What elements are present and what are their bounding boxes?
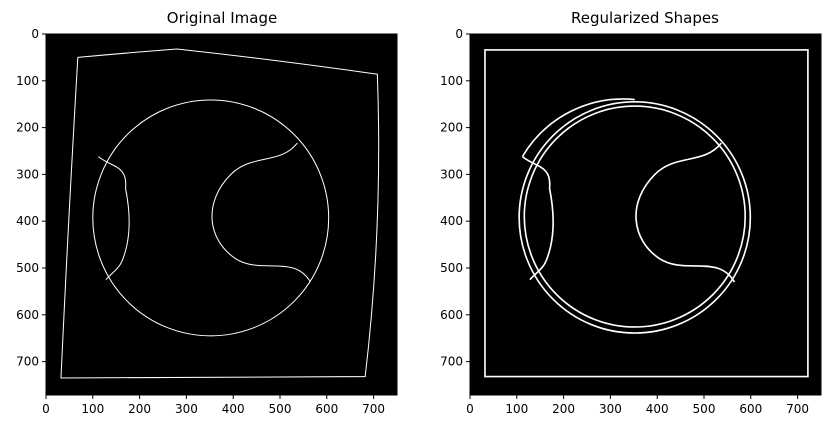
original-shapes xyxy=(60,48,380,379)
x-tick-label: 200 xyxy=(552,402,575,416)
x-tick-label: 400 xyxy=(222,402,245,416)
x-tick-label: 600 xyxy=(739,402,762,416)
x-tick-label: 100 xyxy=(81,402,104,416)
image-area xyxy=(470,34,821,395)
left-arc xyxy=(521,98,635,158)
left-lobe xyxy=(521,155,555,281)
y-tick-label: 300 xyxy=(440,167,463,181)
y-tick-label: 600 xyxy=(440,308,463,322)
panel-title: Original Image xyxy=(167,9,277,27)
y-tick-label: 200 xyxy=(16,121,39,135)
x-axis: 0 100 200 300 400 500 600 700 xyxy=(466,395,809,416)
regularized-rectangle xyxy=(484,49,809,378)
regularized-circle-outer xyxy=(518,101,752,334)
regularized-circle-inner xyxy=(523,105,747,328)
y-axis: 0 100 200 300 400 500 600 700 xyxy=(440,27,470,369)
x-tick-label: 300 xyxy=(599,402,622,416)
right-lobe xyxy=(635,142,736,283)
x-tick-label: 0 xyxy=(466,402,474,416)
x-tick-label: 400 xyxy=(646,402,669,416)
panel-regularized: Regularized Shapes 0 100 200 300 400 5 xyxy=(440,9,822,416)
y-tick-label: 300 xyxy=(16,167,39,181)
y-tick-label: 700 xyxy=(16,355,39,369)
panel-original: Original Image 0 100 200 300 400 500 xyxy=(16,9,398,416)
panel-title: Regularized Shapes xyxy=(571,9,719,27)
x-tick-label: 0 xyxy=(42,402,50,416)
x-tick-label: 600 xyxy=(315,402,338,416)
left-lobe xyxy=(98,156,130,281)
x-tick-label: 700 xyxy=(786,402,809,416)
y-tick-label: 600 xyxy=(16,308,39,322)
outer-quadrilateral xyxy=(60,48,380,379)
y-tick-label: 0 xyxy=(455,27,463,41)
y-axis: 0 100 200 300 400 500 600 700 xyxy=(16,27,46,369)
x-tick-label: 100 xyxy=(505,402,528,416)
y-tick-label: 0 xyxy=(31,27,39,41)
axes-frame xyxy=(45,33,398,396)
y-tick-label: 100 xyxy=(440,74,463,88)
y-tick-label: 200 xyxy=(440,121,463,135)
y-tick-label: 500 xyxy=(440,261,463,275)
y-tick-label: 400 xyxy=(16,214,39,228)
axes-frame xyxy=(469,33,822,396)
y-tick-label: 100 xyxy=(16,74,39,88)
x-tick-label: 300 xyxy=(175,402,198,416)
x-axis: 0 100 200 300 400 500 600 700 xyxy=(42,395,385,416)
x-tick-label: 700 xyxy=(362,402,385,416)
y-tick-label: 500 xyxy=(16,261,39,275)
right-lobe xyxy=(211,142,311,283)
x-tick-label: 500 xyxy=(693,402,716,416)
x-tick-label: 200 xyxy=(128,402,151,416)
x-tick-label: 500 xyxy=(269,402,292,416)
y-tick-label: 700 xyxy=(440,355,463,369)
regularized-shapes xyxy=(484,49,809,378)
y-tick-label: 400 xyxy=(440,214,463,228)
circle xyxy=(92,99,330,337)
image-area xyxy=(46,34,397,395)
